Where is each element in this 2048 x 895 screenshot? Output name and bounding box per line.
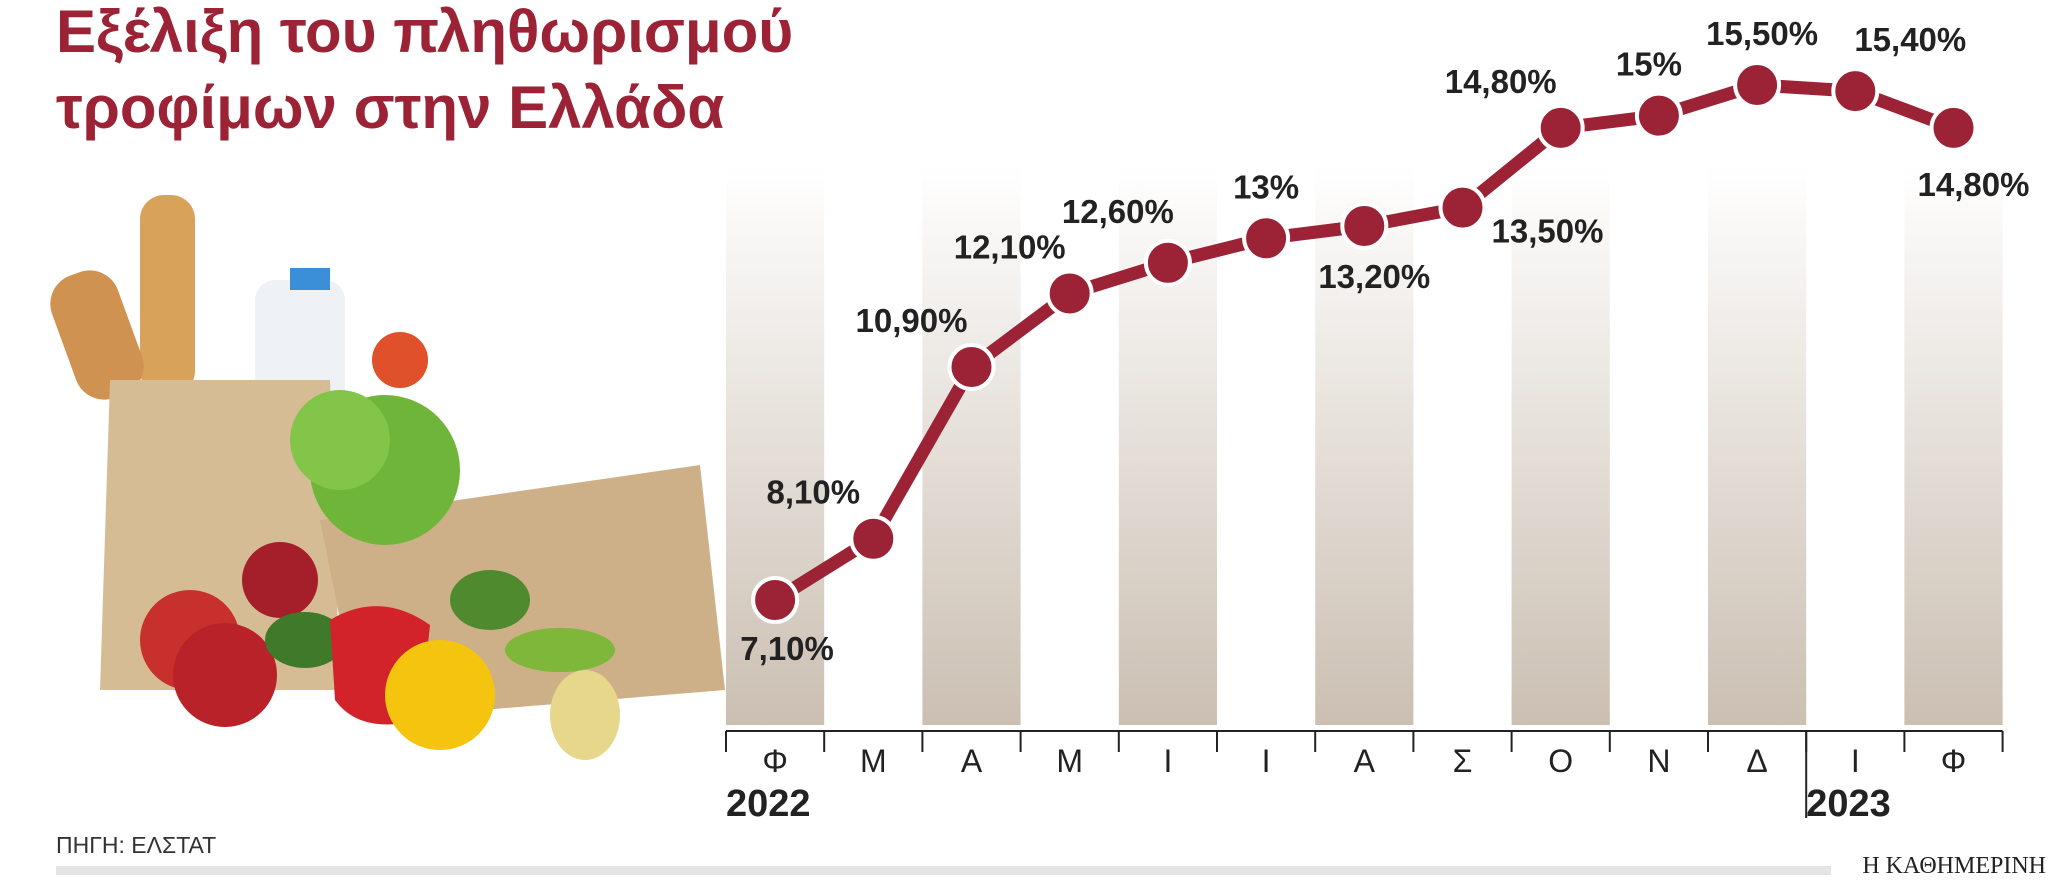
chart-title: τροφίμων στην Ελλάδα — [56, 74, 724, 141]
value-label: 12,60% — [1062, 193, 1174, 230]
marker — [1143, 238, 1192, 287]
marker — [1536, 103, 1585, 152]
value-label: 13,50% — [1492, 213, 1604, 250]
value-label: 12,10% — [954, 228, 1066, 265]
chart-title: Εξέλιξη του πληθωρισμού — [56, 0, 793, 65]
marker — [1733, 61, 1782, 109]
x-tick-label: Ι — [1262, 743, 1271, 779]
column-band — [726, 165, 825, 725]
value-label: 8,10% — [767, 474, 861, 511]
value-label: 14,80% — [1918, 166, 2030, 203]
marker — [947, 343, 996, 392]
marker — [1831, 67, 1880, 116]
x-tick-label: Α — [961, 743, 983, 779]
source: ΠΗΓΗ: ΕΛΣΤΑΤ — [56, 832, 216, 858]
x-tick-label: Φ — [762, 743, 788, 779]
publisher: Η ΚΑΘΗΜΕΡΙΝΗ — [1862, 853, 2046, 879]
x-tick-label: Δ — [1746, 743, 1767, 779]
year-label: 2023 — [1806, 783, 1891, 825]
food-illustration — [50, 195, 725, 760]
marker — [1340, 202, 1389, 251]
year-label: 2022 — [726, 783, 811, 825]
x-tick-label: Σ — [1453, 743, 1473, 779]
x-tick-label: Ο — [1548, 743, 1573, 779]
x-tick-label: Φ — [1941, 743, 1967, 779]
column-band — [1708, 165, 1807, 725]
marker — [1438, 183, 1487, 232]
marker — [1242, 214, 1291, 263]
value-label: 7,10% — [740, 630, 834, 667]
marker — [849, 514, 898, 563]
value-label: 14,80% — [1445, 63, 1557, 100]
column-band — [922, 165, 1021, 725]
footer-bar — [56, 866, 1831, 875]
value-label: 15% — [1616, 46, 1682, 83]
value-label: 15,40% — [1854, 21, 1966, 58]
value-label: 13,20% — [1318, 258, 1430, 295]
column-band — [1315, 165, 1414, 725]
x-tick-label: Μ — [1056, 743, 1083, 779]
x-tick-label: Α — [1354, 743, 1376, 779]
column-band — [1904, 165, 2003, 725]
x-tick-label: Ι — [1851, 743, 1860, 779]
value-label: 13% — [1233, 168, 1299, 205]
marker — [751, 576, 800, 624]
x-tick-label: Ι — [1163, 743, 1172, 779]
column-band — [1511, 165, 1610, 725]
x-tick-label: Μ — [860, 743, 887, 779]
marker — [1929, 103, 1978, 152]
marker — [1045, 269, 1094, 318]
value-label: 10,90% — [856, 302, 968, 339]
value-label: 15,50% — [1706, 15, 1818, 52]
x-tick-label: Ν — [1647, 743, 1670, 779]
marker — [1634, 91, 1683, 140]
